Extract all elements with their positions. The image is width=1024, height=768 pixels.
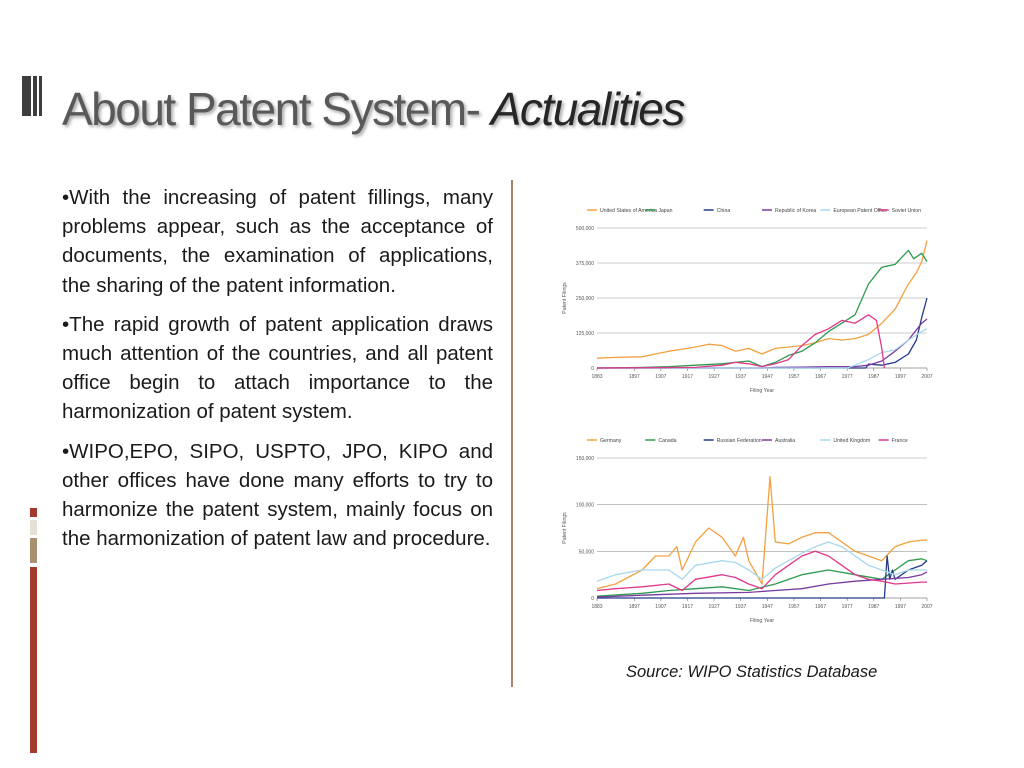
slide-title: About Patent System- Actualities xyxy=(62,82,686,136)
y-tick-label: 100,000 xyxy=(576,503,594,509)
legend-label: Canada xyxy=(658,438,676,444)
x-tick-label: 1957 xyxy=(788,604,799,610)
x-tick-label: 1937 xyxy=(735,374,746,380)
legend-label: Russian Federation xyxy=(717,438,762,444)
y-tick-label: 250,000 xyxy=(576,296,594,302)
x-tick-label: 2007 xyxy=(921,604,932,610)
title-italic: Actualities xyxy=(490,83,686,135)
series-line xyxy=(596,558,928,597)
x-tick-label: 1967 xyxy=(815,374,826,380)
x-tick-label: 1897 xyxy=(629,604,640,610)
legend-label: China xyxy=(717,208,731,214)
x-tick-label: 1907 xyxy=(655,374,666,380)
column-divider xyxy=(511,180,513,687)
deco-bar-small-red xyxy=(30,508,37,517)
x-tick-label: 1883 xyxy=(591,604,602,610)
deco-bar-tan xyxy=(30,538,37,563)
legend-label: Australia xyxy=(775,438,795,444)
chart-top-svg: United States of America Japan China Republ… xyxy=(562,208,933,394)
legend-label: Japan xyxy=(658,208,672,214)
y-tick-label: 125,000 xyxy=(576,331,594,337)
slide-marker-icon xyxy=(22,76,42,116)
legend-label: European Patent Office xyxy=(833,208,887,214)
series-line xyxy=(596,550,927,592)
bullet-item: •The rapid growth of patent application … xyxy=(62,312,493,424)
x-tick-label: 1977 xyxy=(842,604,853,610)
chart-top: United States of America Japan China Republ… xyxy=(555,198,940,416)
x-tick-label: 1967 xyxy=(815,604,826,610)
y-tick-label: 500,000 xyxy=(576,226,594,232)
x-tick-label: 1987 xyxy=(868,604,879,610)
title-main: About Patent System- xyxy=(62,83,491,135)
legend-label: Germany xyxy=(600,438,622,444)
x-axis-label: Filing Year xyxy=(750,388,774,394)
y-tick-label: 50,000 xyxy=(579,549,595,555)
x-tick-label: 1997 xyxy=(895,374,906,380)
bullet-item: •With the increasing of patent fillings,… xyxy=(62,186,493,297)
x-axis-label: Filing Year xyxy=(750,618,774,624)
series-line xyxy=(596,314,886,369)
bullet-list: •With the increasing of patent fillings,… xyxy=(62,183,493,563)
x-tick-label: 1937 xyxy=(735,604,746,610)
legend-label: United States of America xyxy=(600,208,657,214)
x-tick-label: 1897 xyxy=(629,374,640,380)
x-tick-label: 1947 xyxy=(762,604,773,610)
deco-bar-light xyxy=(30,520,37,535)
x-tick-label: 1927 xyxy=(709,374,720,380)
y-tick-label: 150,000 xyxy=(576,456,594,462)
chart-bottom: Germany Canada Russian Federation Australia… xyxy=(555,428,940,642)
series-line xyxy=(596,476,927,590)
series-line xyxy=(596,571,928,598)
y-axis-label: Patent Filings xyxy=(562,512,568,544)
series-line xyxy=(596,240,928,359)
bullet-item: •WIPO,EPO, SIPO, USPTO, JPO, KIPO and ot… xyxy=(62,439,493,551)
y-tick-label: 0 xyxy=(591,596,594,602)
deco-bar-red xyxy=(30,567,37,753)
series-line xyxy=(596,541,927,582)
legend-label: France xyxy=(892,438,908,444)
legend-label: Republic of Korea xyxy=(775,208,816,214)
y-axis-label: Patent Filings xyxy=(562,282,568,314)
y-tick-label: 375,000 xyxy=(576,261,594,267)
x-tick-label: 1947 xyxy=(762,374,773,380)
x-tick-label: 1917 xyxy=(682,374,693,380)
x-tick-label: 2007 xyxy=(921,374,932,380)
legend-label: Soviet Union xyxy=(892,208,922,214)
chart-bottom-svg: Germany Canada Russian Federation Australia… xyxy=(562,438,933,624)
y-tick-label: 0 xyxy=(591,366,594,372)
series-line xyxy=(597,555,928,599)
x-tick-label: 1907 xyxy=(655,604,666,610)
x-tick-label: 1987 xyxy=(868,374,879,380)
source-caption: Source: WIPO Statistics Database xyxy=(626,663,878,681)
x-tick-label: 1917 xyxy=(682,604,693,610)
x-tick-label: 1957 xyxy=(788,374,799,380)
legend-label: United Kingdom xyxy=(833,438,870,444)
x-tick-label: 1883 xyxy=(591,374,602,380)
x-tick-label: 1997 xyxy=(895,604,906,610)
x-tick-label: 1927 xyxy=(709,604,720,610)
x-tick-label: 1977 xyxy=(842,374,853,380)
series-line xyxy=(596,249,928,369)
